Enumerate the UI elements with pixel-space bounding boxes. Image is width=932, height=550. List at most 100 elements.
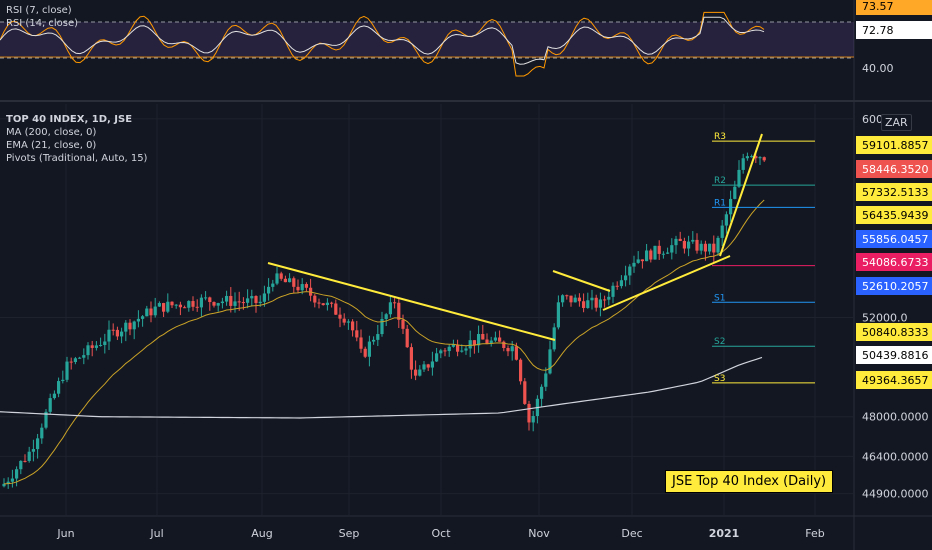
candle-body: [414, 369, 418, 376]
candle-body: [456, 344, 460, 352]
candle-body: [107, 329, 111, 342]
time-tick-label: Oct: [431, 527, 451, 540]
ema-legend: EMA (21, close, 0): [6, 140, 97, 151]
candle-body: [674, 238, 678, 246]
candle-body: [94, 345, 98, 348]
candle-body: [183, 307, 187, 309]
candle-body: [435, 353, 439, 362]
price-axis[interactable]: 60000.052000.048000.000046400.000044900.…: [856, 0, 932, 501]
candle-body: [523, 381, 527, 404]
candle-body: [464, 348, 468, 351]
candle-body: [640, 259, 644, 262]
candle-body: [283, 278, 287, 283]
pivot-label: R2: [714, 176, 726, 186]
candle-body: [451, 344, 455, 347]
candle-body: [69, 361, 73, 363]
candle-body: [23, 460, 27, 462]
candle-body: [199, 297, 203, 308]
candle-body: [355, 330, 359, 338]
candle-body: [737, 169, 741, 187]
rsi-legend: RSI (7, close) RSI (14, close): [6, 4, 78, 30]
candle-body: [556, 302, 560, 328]
candle-body: [506, 348, 510, 352]
candle-body: [372, 339, 376, 342]
candle-body: [317, 302, 321, 304]
candle-body: [615, 285, 619, 287]
candle-body: [720, 225, 724, 238]
candle-body: [330, 302, 334, 304]
candle-body: [493, 337, 497, 341]
candle-body: [262, 293, 266, 302]
candle-body: [409, 347, 413, 370]
candle-body: [288, 278, 292, 283]
candle-body: [405, 328, 409, 348]
candle-body: [481, 333, 485, 340]
candle-body: [325, 302, 329, 306]
axis-label-bg: [856, 183, 932, 201]
price-axis-label: 52610.2057: [856, 277, 932, 295]
price-tick-label: 48000.0000: [862, 411, 928, 424]
candle-body: [31, 449, 35, 452]
axis-label-bg: [856, 371, 932, 389]
candle-body: [90, 345, 94, 348]
candle-body: [561, 295, 565, 303]
candle-body: [296, 286, 300, 291]
candle-body: [10, 478, 14, 482]
candle-body: [603, 299, 607, 301]
candle-body: [275, 273, 279, 284]
candle-body: [61, 379, 65, 382]
candle-body: [703, 243, 707, 252]
candle-body: [187, 301, 191, 308]
candle-body: [27, 451, 31, 461]
overlay-lines: R3 R2 R1 S1 S2 S3: [0, 132, 815, 485]
candle-body: [670, 245, 674, 253]
candle-body: [342, 318, 346, 323]
candle-body: [699, 243, 703, 251]
candle-body: [40, 427, 44, 439]
candle-body: [233, 301, 237, 306]
candle-body: [65, 361, 69, 380]
candle-body: [57, 381, 61, 394]
price-tick-label: 46400.0000: [862, 450, 928, 463]
axis-label-bg: [856, 0, 932, 15]
axis-label-text: 54086.6733: [862, 256, 928, 269]
candle-body: [376, 334, 380, 340]
candle-body: [548, 349, 552, 374]
candle-body: [220, 301, 224, 304]
candlestick-series: [2, 152, 766, 489]
candle-body: [691, 239, 695, 242]
pivot-label: S1: [714, 293, 725, 303]
currency-badge[interactable]: ZAR: [881, 114, 912, 131]
candle-body: [86, 345, 90, 356]
candle-body: [195, 306, 199, 308]
candle-body: [758, 157, 762, 159]
candle-body: [241, 302, 245, 304]
candle-body: [338, 314, 342, 319]
candle-body: [292, 278, 296, 287]
candle-body: [250, 296, 254, 299]
candle-body: [136, 318, 140, 322]
candle-body: [73, 358, 77, 362]
candle-body: [149, 308, 153, 316]
candle-body: [468, 340, 472, 349]
candle-body: [653, 245, 657, 260]
candle-body: [661, 253, 665, 255]
candle-body: [380, 318, 384, 335]
candle-body: [132, 321, 136, 330]
candle-body: [687, 241, 691, 249]
candle-body: [447, 346, 451, 352]
candle-body: [708, 243, 712, 252]
candle-body: [2, 483, 6, 487]
candle-body: [611, 285, 615, 297]
candle-body: [321, 303, 325, 306]
rsi14-line: [0, 16, 765, 65]
candle-body: [594, 297, 598, 308]
candle-body: [103, 341, 107, 345]
time-axis[interactable]: Jun Jul Aug Sep Oct Nov Dec 2021 Feb: [56, 527, 824, 540]
candle-body: [607, 296, 611, 300]
rsi7-legend: RSI (7, close): [6, 5, 72, 16]
candle-body: [334, 303, 338, 315]
candle-body: [388, 302, 392, 315]
